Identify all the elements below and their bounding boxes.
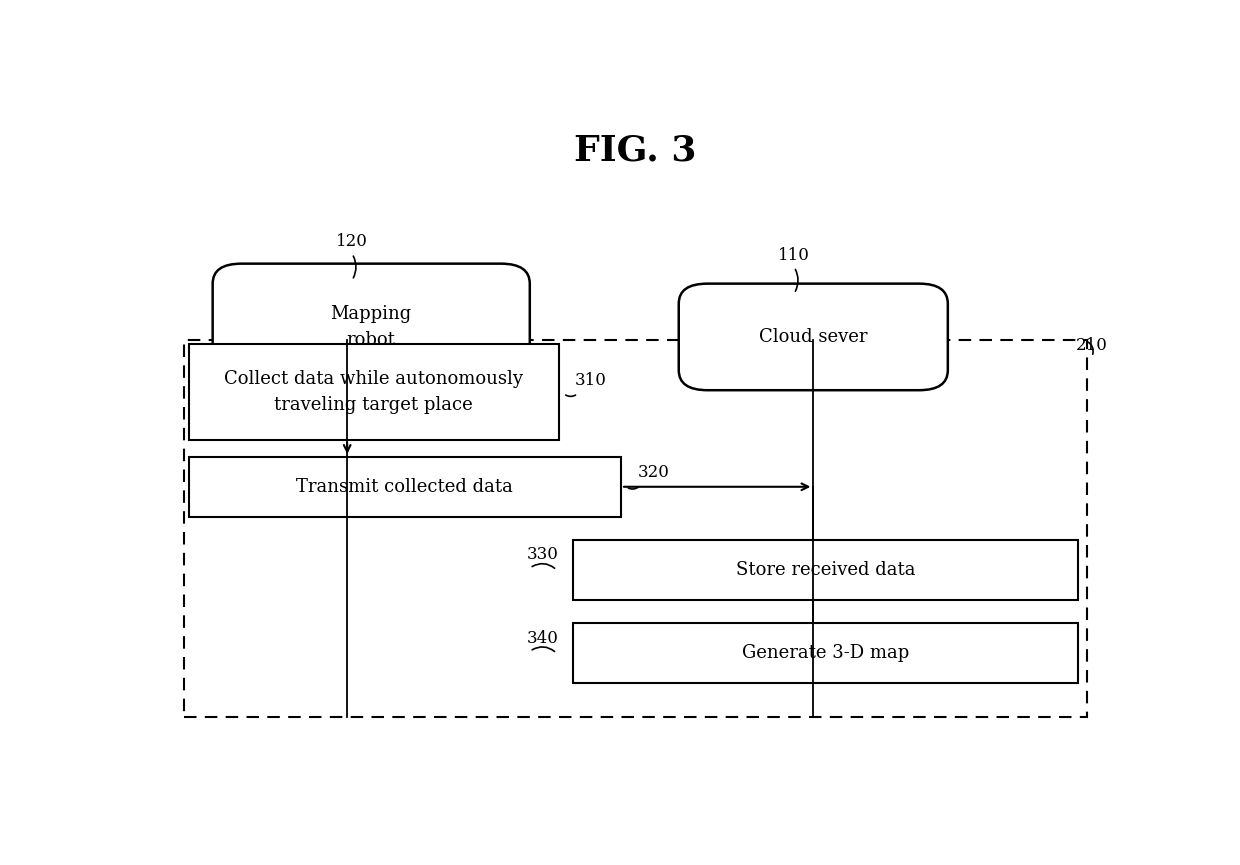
- Text: FIG. 3: FIG. 3: [574, 133, 697, 168]
- FancyBboxPatch shape: [213, 264, 529, 390]
- Bar: [188, 343, 558, 440]
- Text: Collect data while autonomously
traveling target place: Collect data while autonomously travelin…: [224, 369, 523, 414]
- Text: 210: 210: [1076, 336, 1107, 354]
- Text: Generate 3-D map: Generate 3-D map: [742, 644, 909, 663]
- Text: 330: 330: [527, 547, 559, 563]
- Text: Cloud sever: Cloud sever: [759, 328, 868, 346]
- Text: 110: 110: [779, 247, 810, 264]
- Bar: [184, 340, 1087, 716]
- Text: 340: 340: [527, 630, 559, 647]
- Text: 320: 320: [637, 464, 670, 481]
- Text: Mapping
robot: Mapping robot: [331, 304, 412, 349]
- Bar: [188, 457, 621, 516]
- Bar: [573, 540, 1078, 600]
- FancyBboxPatch shape: [678, 284, 947, 390]
- Text: Store received data: Store received data: [735, 561, 915, 579]
- Text: Transmit collected data: Transmit collected data: [296, 477, 513, 496]
- Text: 310: 310: [575, 372, 606, 389]
- Bar: [573, 624, 1078, 683]
- Text: 120: 120: [336, 234, 368, 250]
